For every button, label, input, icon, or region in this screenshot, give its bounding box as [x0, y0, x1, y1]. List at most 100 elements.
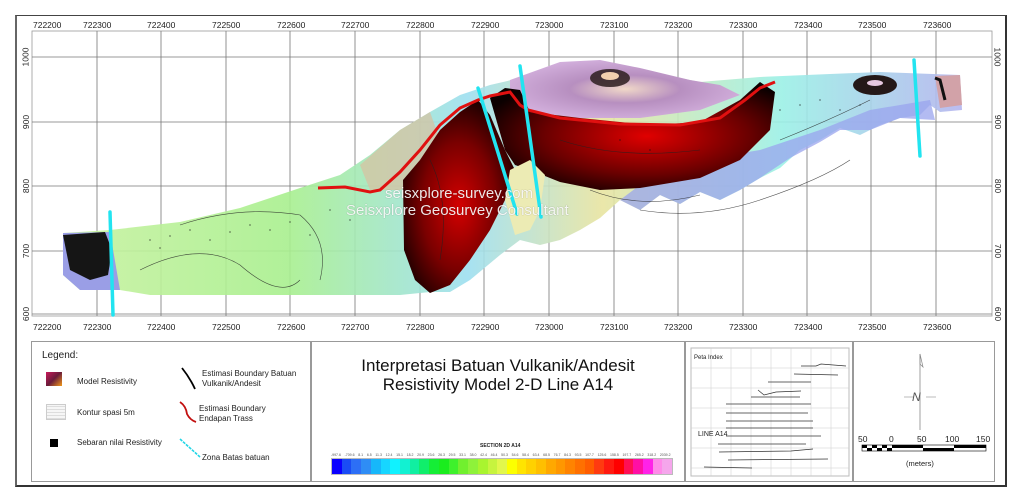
resistivity-swatch-icon: [46, 372, 62, 386]
line-a14-label: LINE A14: [698, 431, 728, 438]
y-tick: 800: [21, 178, 32, 194]
colorbar-swatch: [409, 459, 420, 474]
x-tick: 722600: [277, 20, 306, 30]
scale-tick: 0: [889, 434, 894, 444]
colorbar-swatch: [429, 459, 439, 474]
colorbar-tick: 125.6: [597, 453, 607, 457]
colorbar-tick: 12.4: [385, 453, 393, 457]
x-tick: 723100: [600, 322, 629, 332]
x-tick: 723200: [664, 322, 693, 332]
colorbar-tick: 54.6: [511, 453, 519, 457]
section-label: SECTION 2D A14: [480, 443, 521, 449]
colorbar-swatch: [332, 459, 342, 474]
x-tick: 722500: [212, 20, 241, 30]
low-resistivity-body-left: [403, 100, 515, 293]
colorbar-swatch: [487, 459, 498, 474]
colorbar-tick: 50.3: [501, 453, 508, 457]
colorbar-swatch: [341, 459, 352, 474]
colorbar-tick: 158.5: [610, 453, 619, 457]
legend-label: Sebaran nilai Resistivity: [77, 438, 162, 447]
x-tick: 722200: [33, 20, 62, 30]
colorbar-swatch: [400, 459, 410, 474]
legend-panel: Legend: Model Resistivity Kontur spasi 5…: [31, 341, 311, 482]
colorbar-swatch: [497, 459, 507, 474]
trass-boundary-line: [317, 80, 776, 194]
map-title-line2: Resistivity Model 2-D Line A14: [382, 375, 614, 394]
x-tick: 723500: [858, 322, 887, 332]
colorbar-tick: 68.5: [543, 453, 550, 457]
colorbar-swatch: [623, 459, 634, 474]
black-line-icon: [181, 367, 196, 390]
colorbar-tick: -709.6: [344, 453, 355, 457]
high-resistivity-top: [510, 60, 740, 118]
legend-label: Model Resistivity: [77, 377, 138, 386]
colorbar-tick: 20.9: [417, 453, 424, 457]
scale-tick: 50: [858, 434, 868, 444]
colorbar-swatch: [652, 459, 663, 474]
x-tick: 723400: [794, 20, 823, 30]
x-tick: 723300: [729, 20, 758, 30]
colorbar-swatch: [555, 459, 566, 474]
colorbar-swatch: [380, 459, 391, 474]
red-line-icon: [179, 401, 197, 423]
survey-lines: [703, 363, 847, 469]
colorbar-swatch: [604, 459, 614, 474]
y-tick: 600: [21, 306, 32, 322]
colorbar-swatch: [565, 459, 575, 474]
scale-panel: N 50 0 50 100 150 (meters): [853, 341, 995, 482]
colorbar-swatch: [516, 459, 527, 474]
scale-tick: 50: [917, 434, 927, 444]
colorbar-swatch: [662, 459, 673, 474]
scale-tick: 150: [976, 434, 991, 444]
x-tick: 722600: [277, 322, 306, 332]
index-map: Peta Index LINE A14: [685, 341, 853, 482]
x-tick: 722800: [406, 20, 435, 30]
north-arrow-icon: [861, 353, 987, 452]
colorbar-tick: 46.4: [490, 453, 498, 457]
map-title-line1: Interpretasi Batuan Vulkanik/Andesit: [361, 356, 635, 375]
colorbar-swatch: [633, 459, 643, 474]
map-frame: [15, 15, 1007, 487]
resistivity-colorbar: [331, 458, 673, 475]
legend-label: Estimasi Boundary Batuan Vulkanik/Andesi…: [202, 369, 297, 388]
x-tick: 722700: [341, 322, 370, 332]
colorbar-swatch: [574, 459, 585, 474]
x-tick: 722900: [471, 20, 500, 30]
colorbar-tick: 6.5: [366, 453, 372, 457]
cyan-dashed-line-icon: [179, 438, 201, 458]
colorbar-swatch: [584, 459, 595, 474]
colorbar-swatch: [643, 459, 653, 474]
x-tick: 723000: [535, 322, 564, 332]
x-tick: 722300: [83, 20, 112, 30]
x-tick: 723600: [923, 322, 952, 332]
colorbar-swatch: [361, 459, 371, 474]
colorbar-tick: 58.4: [522, 453, 529, 457]
contour-swatch-icon: [46, 404, 66, 420]
colorbar-swatch: [448, 459, 459, 474]
watermark-url: seisxplore-survey.com: [385, 185, 534, 202]
legend-label: Zona Batas batuan: [202, 453, 270, 462]
colorbar-tick: 42.4: [480, 453, 487, 457]
x-tick: 723000: [535, 20, 564, 30]
y-tick: 900: [21, 114, 32, 130]
y-tick: 800: [993, 178, 1004, 194]
x-tick: 723300: [729, 322, 758, 332]
x-tick: 723600: [923, 20, 952, 30]
colorbar-tick: 93.5: [574, 453, 582, 457]
scale-unit: (meters): [906, 459, 934, 468]
scale-tick: 100: [945, 434, 960, 444]
colorbar-tick: 265.2: [634, 453, 644, 457]
y-tick: 900: [993, 114, 1004, 130]
x-tick: 722400: [147, 20, 176, 30]
watermark-company: Seisxplore Geosurvey Consultant: [346, 202, 569, 219]
black-square-icon: [50, 439, 58, 447]
colorbar-tick: 107.7: [585, 453, 594, 457]
colorbar-swatch: [370, 459, 381, 474]
data-points: [149, 99, 861, 249]
colorbar-tick: 84.3: [564, 453, 571, 457]
y-tick: 700: [21, 243, 32, 259]
x-tick: 722400: [147, 322, 176, 332]
colorbar-swatch: [613, 459, 624, 474]
legend-label: Estimasi Boundary Endapan Trass: [199, 404, 266, 423]
